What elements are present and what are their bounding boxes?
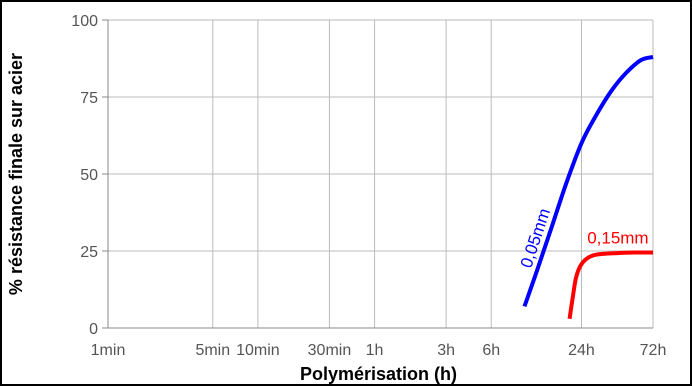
y-tick-label: 50: [80, 167, 98, 184]
series-label-2: 0,15mm: [587, 228, 648, 247]
x-tick-label: 1h: [366, 342, 384, 359]
x-tick-label: 6h: [482, 342, 500, 359]
x-tick-label: 5min: [195, 342, 230, 359]
series-group: [522, 55, 654, 320]
y-axis-title: % résistance finale sur acier: [6, 53, 26, 295]
x-tick-label: 72h: [640, 342, 667, 359]
y-tick-label: 75: [80, 90, 98, 107]
x-tick-label: 3h: [437, 342, 455, 359]
x-tick-label: 1min: [91, 342, 126, 359]
x-tick-label: 30min: [308, 342, 352, 359]
y-tick-label: 25: [80, 244, 98, 261]
x-tick-label: 24h: [568, 342, 595, 359]
series-line-2: [567, 250, 654, 320]
grid: [102, 19, 654, 329]
x-tick-label: 10min: [236, 342, 280, 359]
x-tick-labels: 1min 5min 10min 30min 1h 3h 6h 24h 72h: [91, 342, 667, 359]
series-line-1: [522, 55, 654, 308]
y-tick-labels: 0 25 50 75 100: [71, 13, 98, 338]
y-tick-label: 100: [71, 13, 98, 30]
y-tick-label: 0: [89, 321, 98, 338]
x-axis-title: Polymérisation (h): [300, 364, 457, 384]
